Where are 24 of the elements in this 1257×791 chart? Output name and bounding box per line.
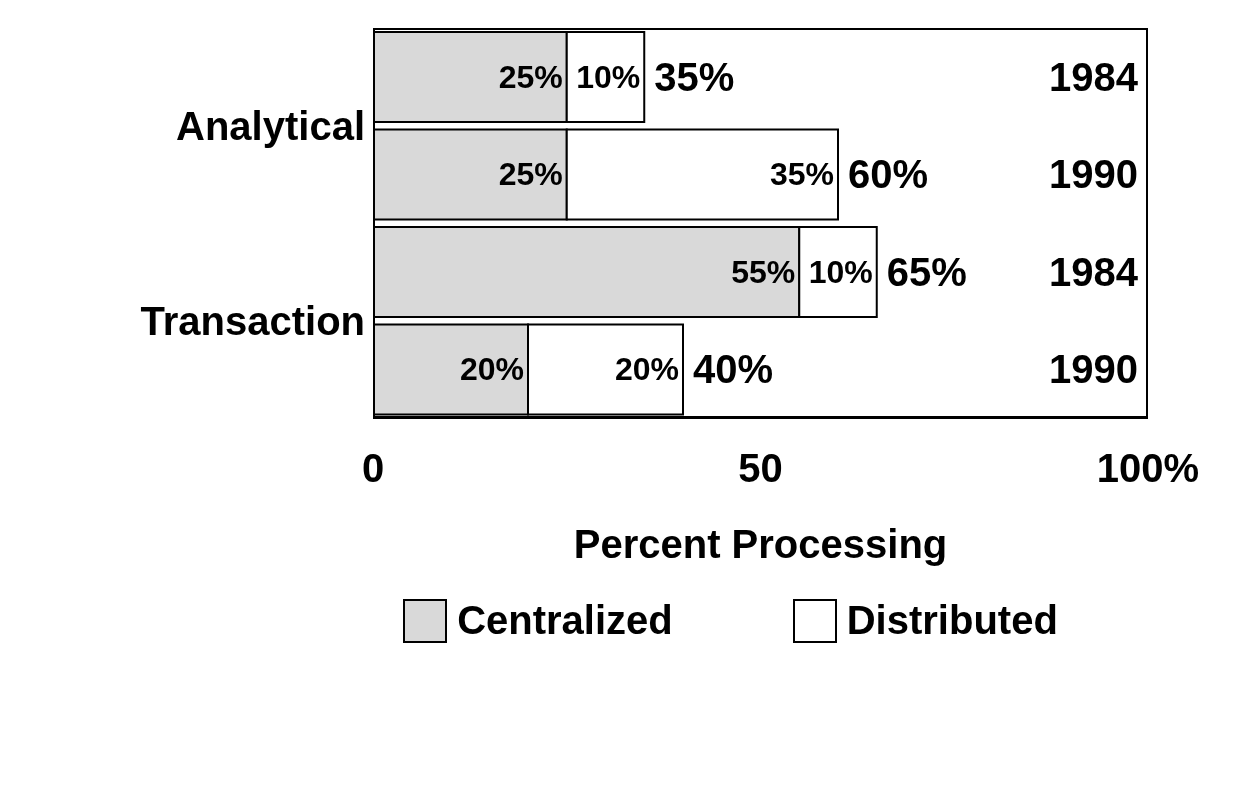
x-tick-label: 0 [361,446,385,491]
legend-label: Distributed [846,598,1058,643]
data-label: 35% [769,156,834,193]
y-tick-label: 1984 [1049,53,1138,101]
data-label: 20% [614,351,679,388]
y-tick-label: 1990 [1049,346,1138,394]
data-label: 55% [731,253,796,290]
x-axis-title: Percent Processing [573,522,948,566]
total-label: 40% [693,347,774,392]
legend-label: Centralized [457,598,673,643]
data-label: 10% [576,58,641,95]
x-tick-label: 100% [1096,446,1200,491]
data-label: 25% [498,58,563,95]
text: Transaction [139,297,365,345]
y-tick-label: 1990 [1049,151,1138,199]
x-tick-label: 50 [738,446,783,491]
data-label: 10% [808,253,873,290]
data-label: 25% [498,156,563,193]
data-label: 20% [459,351,524,388]
total-label: 60% [848,152,929,197]
y-tick-label: 1984 [1049,248,1138,296]
total-label: 35% [654,54,735,99]
text: Analytical [175,102,365,150]
total-label: 65% [886,249,967,294]
